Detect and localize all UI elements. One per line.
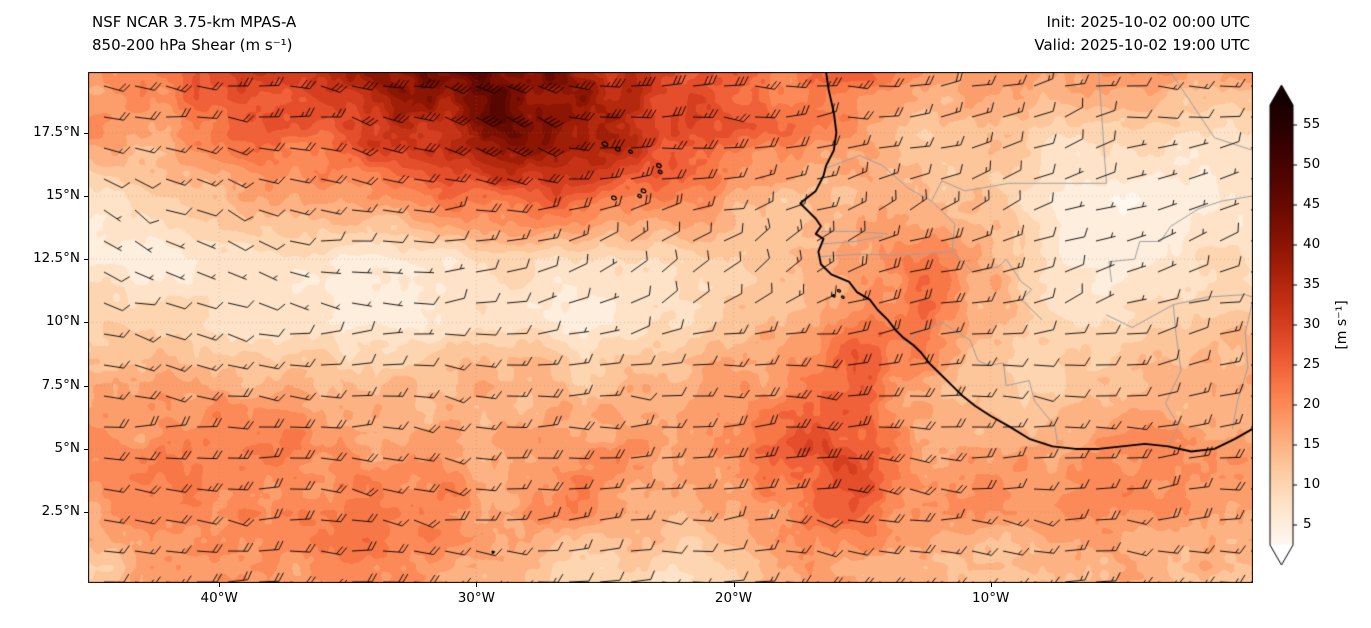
init-time: Init: 2025-10-02 00:00 UTC: [1046, 13, 1250, 31]
colorbar-tick-label: 15: [1303, 436, 1321, 452]
y-axis-tick-label: 12.5°N: [33, 250, 80, 267]
colorbar-tick-label: 35: [1303, 276, 1321, 292]
y-axis-tick-mark: [84, 448, 88, 450]
y-axis-tick-label: 7.5°N: [41, 376, 80, 393]
colorbar-tick-label: 10: [1303, 476, 1321, 492]
model-title: NSF NCAR 3.75-km MPAS-A: [92, 13, 297, 31]
y-axis-tick-mark: [84, 322, 88, 324]
colorbar-canvas: [1262, 84, 1302, 566]
colorbar-tick-label: 5: [1303, 516, 1312, 532]
y-axis-tick-mark: [84, 195, 88, 197]
x-axis-tick-mark: [990, 583, 992, 587]
valid-time: Valid: 2025-10-02 19:00 UTC: [1034, 36, 1250, 54]
y-axis-tick-label: 2.5°N: [41, 503, 80, 520]
colorbar-tick-label: 45: [1303, 196, 1321, 212]
x-axis-tick-mark: [219, 583, 221, 587]
y-axis-tick-mark: [84, 512, 88, 514]
colorbar-label: [m s⁻¹]: [1334, 300, 1350, 350]
x-axis-tick-label: 40°W: [200, 590, 238, 606]
y-axis-tick-mark: [84, 259, 88, 261]
x-axis-tick-mark: [476, 583, 478, 587]
y-axis-tick-mark: [84, 385, 88, 387]
colorbar-tick-label: 20: [1303, 396, 1321, 412]
y-axis-tick-mark: [84, 132, 88, 134]
x-axis-tick-label: 30°W: [457, 590, 495, 606]
x-axis-tick-label: 20°W: [714, 590, 753, 606]
colorbar-tick-label: 25: [1303, 356, 1321, 372]
field-title: 850-200 hPa Shear (m s⁻¹): [92, 36, 293, 54]
title-block: NSF NCAR 3.75-km MPAS-A 850-200 hPa Shea…: [92, 11, 296, 57]
time-block: Init: 2025-10-02 00:00 UTC Valid: 2025-1…: [1034, 11, 1250, 57]
y-axis-tick-label: 5°N: [54, 439, 80, 456]
colorbar-tick-label: 30: [1303, 316, 1321, 332]
x-axis-tick-mark: [733, 583, 735, 587]
colorbar-tick-label: 55: [1303, 116, 1321, 132]
y-axis-tick-label: 15°N: [45, 186, 80, 203]
colorbar-tick-label: 50: [1303, 156, 1321, 172]
y-axis-tick-label: 17.5°N: [33, 123, 80, 140]
shear-map-canvas: [88, 72, 1253, 583]
y-axis-tick-label: 10°N: [45, 313, 80, 330]
x-axis-tick-label: 10°W: [972, 590, 1010, 606]
colorbar-tick-label: 40: [1303, 236, 1321, 252]
